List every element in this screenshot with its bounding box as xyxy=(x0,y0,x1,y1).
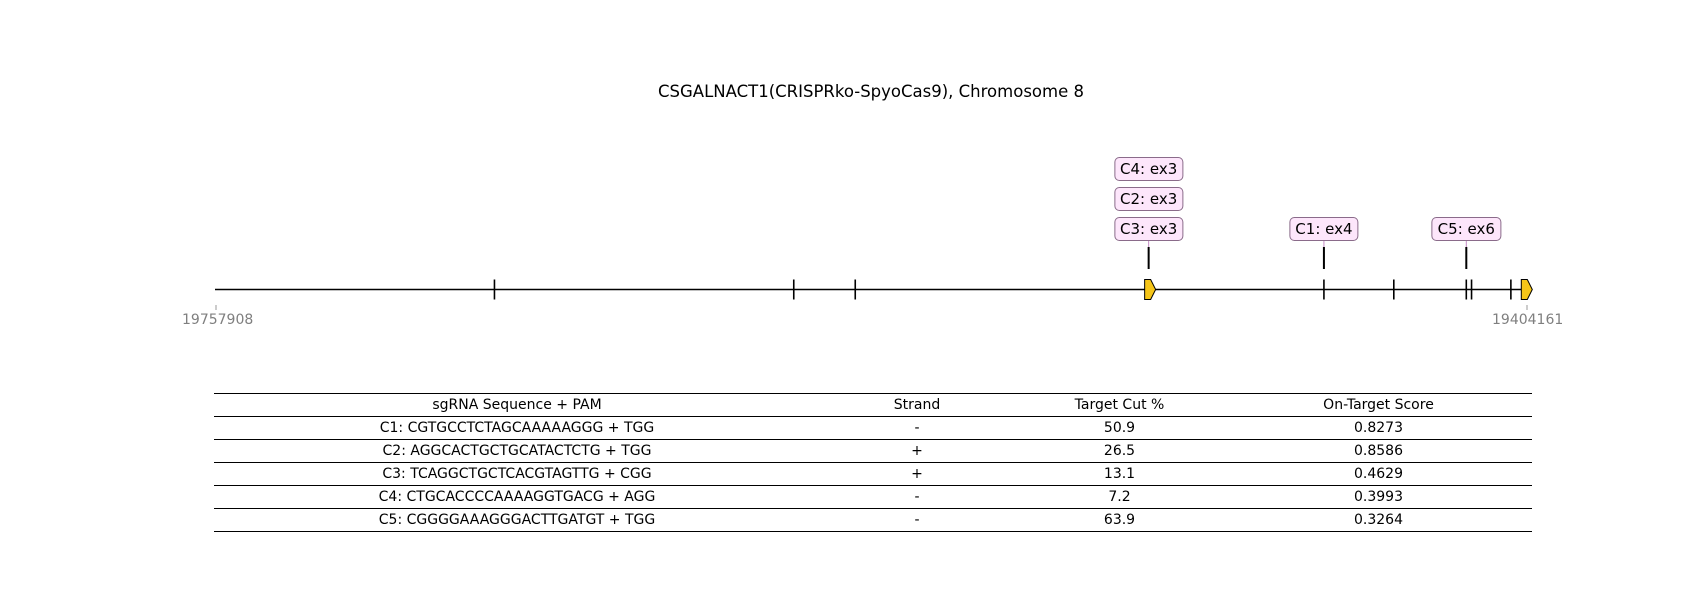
guide-label: C2: ex3 xyxy=(1114,187,1184,211)
cell-sequence: C1: CGTGCCTCTAGCAAAAAGGG + TGG xyxy=(214,416,820,440)
axis-start-label: 19757908 xyxy=(182,312,254,328)
gene-direction-marker xyxy=(1144,279,1157,300)
guide-label: C5: ex6 xyxy=(1431,217,1501,241)
cell-score: 0.8586 xyxy=(1225,439,1532,463)
guide-label: C1: ex4 xyxy=(1289,217,1359,241)
cell-strand: + xyxy=(820,462,1014,486)
table-row: C1: CGTGCCTCTAGCAAAAAGGG + TGG - 50.9 0.… xyxy=(214,416,1532,440)
header-strand: Strand xyxy=(820,393,1014,417)
cell-cut: 63.9 xyxy=(1014,508,1225,532)
header-score: On-Target Score xyxy=(1225,393,1532,417)
guide-label: C4: ex3 xyxy=(1114,157,1184,181)
guide-label: C3: ex3 xyxy=(1114,217,1184,241)
table-row: C5: CGGGGAAAGGGACTTGATGT + TGG - 63.9 0.… xyxy=(214,508,1532,532)
table-row: C4: CTGCACCCCAAAAGGTGACG + AGG - 7.2 0.3… xyxy=(214,485,1532,509)
table-header-row: sgRNA Sequence + PAM Strand Target Cut %… xyxy=(214,393,1532,417)
guide-cut-ticks xyxy=(1147,240,1468,269)
cell-strand: - xyxy=(820,508,1014,532)
direction-markers xyxy=(1144,279,1533,300)
cell-sequence: C2: AGGCACTGCTGCATACTCTG + TGG xyxy=(214,439,820,463)
cell-score: 0.3264 xyxy=(1225,508,1532,532)
header-cut: Target Cut % xyxy=(1014,393,1225,417)
cell-score: 0.3993 xyxy=(1225,485,1532,509)
cell-strand: + xyxy=(820,439,1014,463)
cell-strand: - xyxy=(820,485,1014,509)
cell-strand: - xyxy=(820,416,1014,440)
table-row: C3: TCAGGCTGCTCACGTAGTTG + CGG + 13.1 0.… xyxy=(214,462,1532,486)
axis-end-label: 19404161 xyxy=(1492,312,1564,328)
header-sequence: sgRNA Sequence + PAM xyxy=(214,393,820,417)
gene-direction-marker xyxy=(1520,279,1533,300)
cell-sequence: C3: TCAGGCTGCTCACGTAGTTG + CGG xyxy=(214,462,820,486)
cell-cut: 13.1 xyxy=(1014,462,1225,486)
cell-cut: 7.2 xyxy=(1014,485,1225,509)
cell-cut: 26.5 xyxy=(1014,439,1225,463)
cell-sequence: C5: CGGGGAAAGGGACTTGATGT + TGG xyxy=(214,508,820,532)
table-row: C2: AGGCACTGCTGCATACTCTG + TGG + 26.5 0.… xyxy=(214,439,1532,463)
guide-table: sgRNA Sequence + PAM Strand Target Cut %… xyxy=(214,393,1532,532)
cell-sequence: C4: CTGCACCCCAAAAGGTGACG + AGG xyxy=(214,485,820,509)
figure-title: CSGALNACT1(CRISPRko-SpyoCas9), Chromosom… xyxy=(658,82,1084,101)
exon-ticks xyxy=(493,279,1512,300)
cell-cut: 50.9 xyxy=(1014,416,1225,440)
cell-score: 0.4629 xyxy=(1225,462,1532,486)
cell-score: 0.8273 xyxy=(1225,416,1532,440)
gene-track xyxy=(215,240,1533,310)
